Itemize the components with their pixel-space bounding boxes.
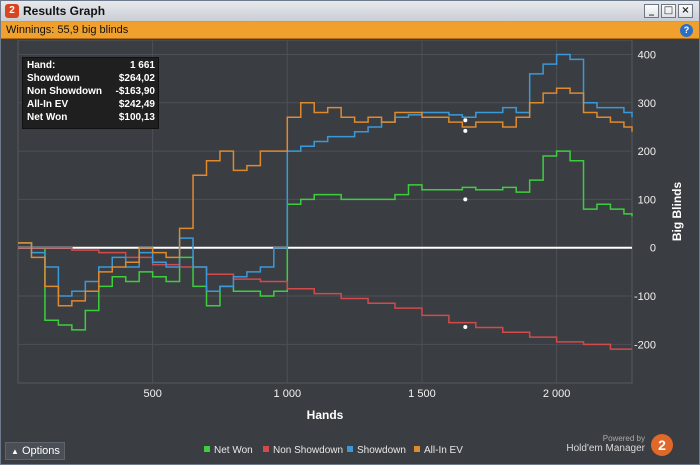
y-tick-label: 400	[638, 49, 656, 61]
chart-legend: Net Won Non Showdown Showdown All-In EV	[201, 445, 521, 459]
y-tick-label: -200	[634, 339, 656, 351]
stat-label: Showdown	[27, 73, 80, 84]
stat-value: -$163,90	[115, 86, 155, 97]
legend-item-all-in-ev[interactable]: All-In EV	[414, 445, 463, 456]
stat-row-showdown: Showdown $264,02	[27, 73, 155, 86]
stat-value: $100,13	[118, 112, 155, 123]
stat-value: $264,02	[118, 73, 155, 84]
legend-item-non-showdown[interactable]: Non Showdown	[263, 445, 343, 456]
x-tick-label: 500	[143, 388, 161, 400]
window-title: Results Graph	[23, 4, 106, 18]
winnings-value: 55,9 big blinds	[57, 24, 129, 36]
winnings-summary: Winnings: 55,9 big blinds	[6, 24, 128, 36]
y-tick-label: 100	[638, 194, 656, 206]
options-button[interactable]: ▲ Options	[5, 442, 65, 460]
series-line-showdown	[18, 53, 633, 297]
legend-swatch	[347, 446, 353, 452]
legend-swatch	[204, 446, 210, 452]
results-chart: -200 -100 0 100 200 300 400 500 1 000 1 500 2 000 H…	[17, 40, 684, 422]
stat-row-all-in-ev: All-In EV $242,49	[27, 99, 155, 112]
x-tick-label: 1 500	[408, 388, 436, 400]
brand-name: Hold'em Manager	[566, 443, 645, 454]
app-logo-icon: 2	[5, 4, 19, 18]
stat-row-hand: Hand: 1 661	[27, 60, 155, 73]
help-icon[interactable]: ?	[680, 24, 693, 37]
x-tick-label: 2 000	[543, 388, 571, 400]
y-tick-label: -100	[634, 291, 656, 303]
stat-value: $242,49	[118, 99, 155, 110]
minimize-button[interactable]: _	[644, 4, 659, 18]
stat-row-non-showdown: Non Showdown -$163,90	[27, 86, 155, 99]
stat-label: All-In EV	[27, 99, 69, 110]
legend-label: All-In EV	[424, 445, 463, 456]
stats-tooltip: Hand: 1 661 Showdown $264,02 Non Showdow…	[22, 57, 159, 129]
x-tick-label: 1 000	[274, 388, 302, 400]
powered-by-branding: Powered by Hold'em Manager 2	[561, 434, 673, 462]
current-hand-marker	[463, 128, 468, 133]
stat-row-net-won: Net Won $100,13	[27, 112, 155, 125]
options-label: Options	[21, 445, 60, 457]
options-caret-icon: ▲	[11, 447, 19, 456]
series-line-non-showdown	[18, 246, 632, 350]
x-axis-label: Hands	[307, 408, 344, 422]
close-button[interactable]: ×	[678, 4, 693, 18]
title-bar[interactable]: 2 Results Graph _ □ ×	[1, 1, 699, 22]
y-tick-label: 300	[638, 98, 656, 110]
current-hand-marker	[463, 118, 468, 123]
legend-swatch	[263, 446, 269, 452]
legend-swatch	[414, 446, 420, 452]
series-line-net-won	[18, 150, 633, 331]
legend-item-showdown[interactable]: Showdown	[347, 445, 406, 456]
winnings-label: Winnings:	[6, 24, 55, 36]
stat-value: 1 661	[129, 60, 155, 71]
y-tick-label: 0	[650, 243, 656, 255]
legend-item-net-won[interactable]: Net Won	[204, 445, 253, 456]
legend-label: Net Won	[214, 445, 253, 456]
series-line-all-in-ev	[18, 87, 633, 307]
y-tick-label: 200	[638, 146, 656, 158]
current-hand-marker	[463, 197, 468, 202]
maximize-button[interactable]: □	[661, 4, 676, 18]
stat-label: Non Showdown	[27, 86, 102, 97]
stat-label: Net Won	[27, 112, 68, 123]
legend-label: Non Showdown	[273, 445, 344, 456]
winnings-bar: Winnings: 55,9 big blinds ?	[1, 22, 699, 39]
y-axis-label: Big Blinds	[670, 182, 684, 242]
current-hand-marker	[463, 324, 468, 329]
stat-label: Hand:	[27, 60, 56, 71]
hm2-logo-icon: 2	[651, 434, 673, 456]
powered-by-label: Powered by	[602, 434, 645, 443]
chart-area: -200 -100 0 100 200 300 400 500 1 000 1 500 2 000 H…	[1, 40, 699, 464]
legend-label: Showdown	[357, 445, 406, 456]
